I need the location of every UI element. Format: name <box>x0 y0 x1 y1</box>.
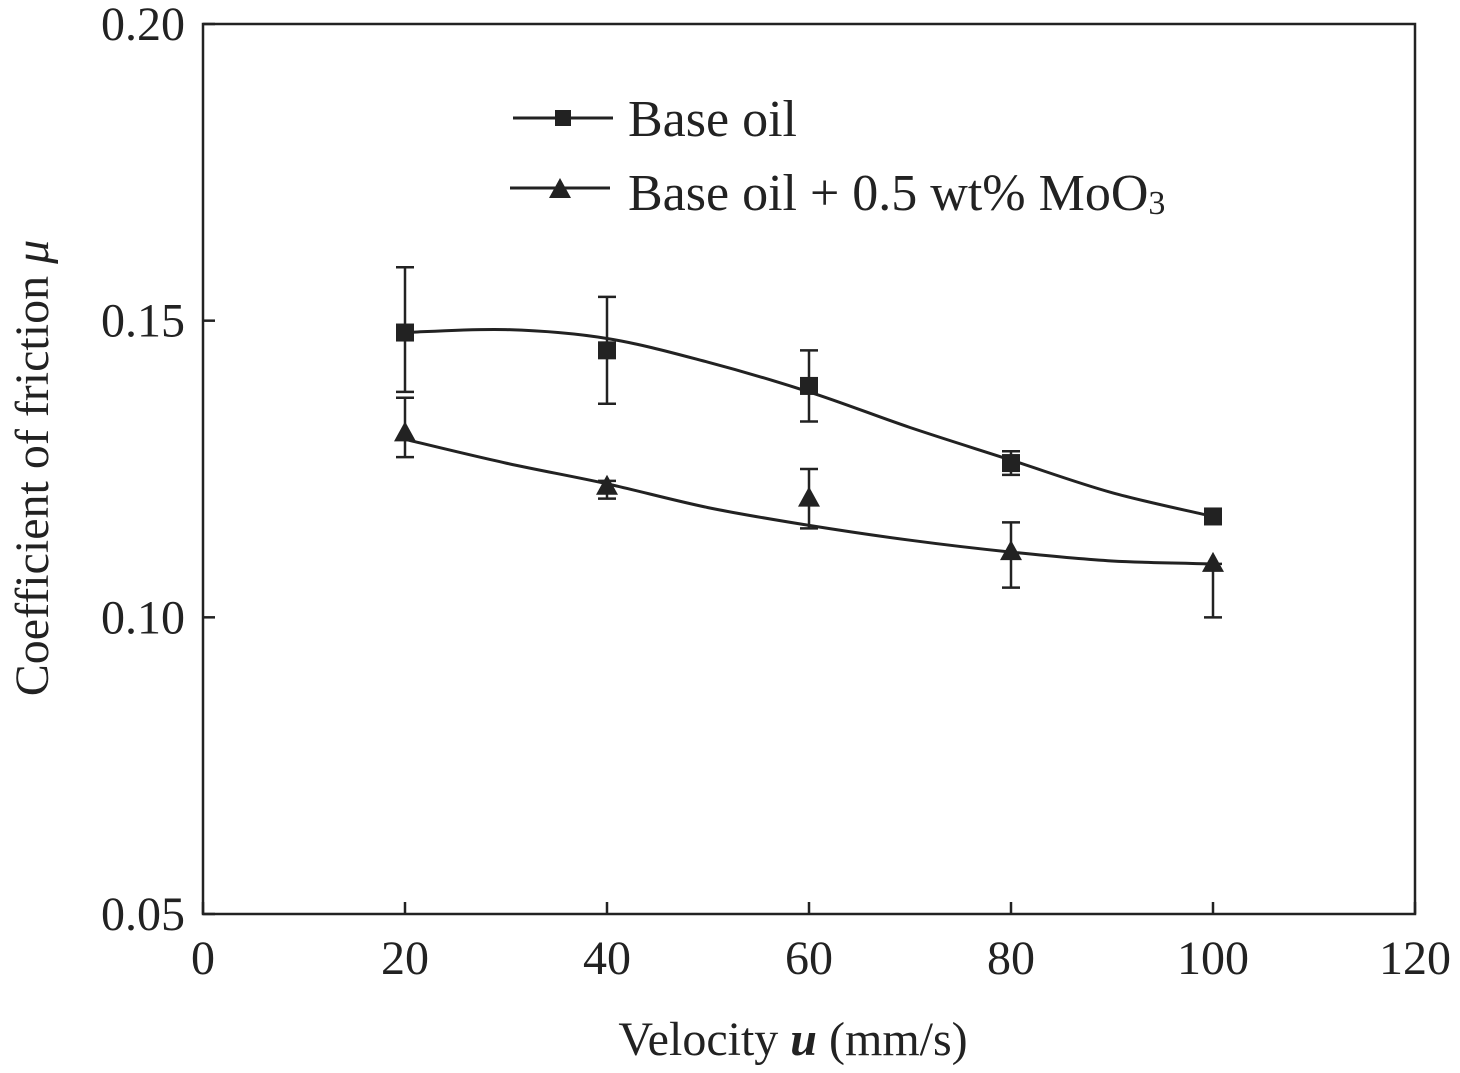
legend-marker-triangle <box>549 178 571 198</box>
point-base-oil-80 <box>1002 454 1020 473</box>
x-tick-label-40: 40 <box>583 932 631 985</box>
point-base-oil-60 <box>800 376 818 395</box>
legend: Base oil Base oil + 0.5 wt% MoO3 <box>510 91 1165 222</box>
point-moo3-100 <box>1202 551 1224 572</box>
y-tick-label-0.05: 0.05 <box>101 888 185 941</box>
point-base-oil-40 <box>598 341 616 360</box>
x-tick-label-120: 120 <box>1379 932 1451 985</box>
point-moo3-20 <box>394 421 416 442</box>
legend-label-moo3: Base oil + 0.5 wt% MoO3 <box>628 165 1165 222</box>
y-tick-label-0.10: 0.10 <box>101 591 185 644</box>
series-base-oil <box>396 266 1222 526</box>
error-bar-moo3-100 <box>1204 562 1222 619</box>
point-moo3-40 <box>596 474 618 495</box>
point-moo3-80 <box>1000 540 1022 561</box>
legend-label-base-oil: Base oil <box>628 91 797 148</box>
x-tick-label-0: 0 <box>191 932 215 985</box>
y-tick-label-0.20: 0.20 <box>101 0 185 51</box>
point-moo3-60 <box>798 486 820 507</box>
y-axis-title: Coefficient of friction μ <box>6 240 59 696</box>
x-axis-title: Velocity u (mm/s) <box>618 1013 967 1066</box>
series-moo3 <box>394 396 1224 619</box>
point-base-oil-20 <box>396 323 414 342</box>
point-base-oil-100 <box>1204 507 1222 526</box>
x-axis-ticks: 0 20 40 60 80 100 120 <box>191 902 1451 985</box>
x-tick-label-100: 100 <box>1177 932 1249 985</box>
y-axis-ticks: 0.05 0.10 0.15 0.20 <box>101 0 215 941</box>
y-tick-label-0.15: 0.15 <box>101 295 185 348</box>
series-layer <box>394 266 1224 619</box>
x-tick-label-80: 80 <box>987 932 1035 985</box>
x-tick-label-60: 60 <box>785 932 833 985</box>
x-tick-label-20: 20 <box>381 932 429 985</box>
legend-marker-square <box>555 110 571 126</box>
